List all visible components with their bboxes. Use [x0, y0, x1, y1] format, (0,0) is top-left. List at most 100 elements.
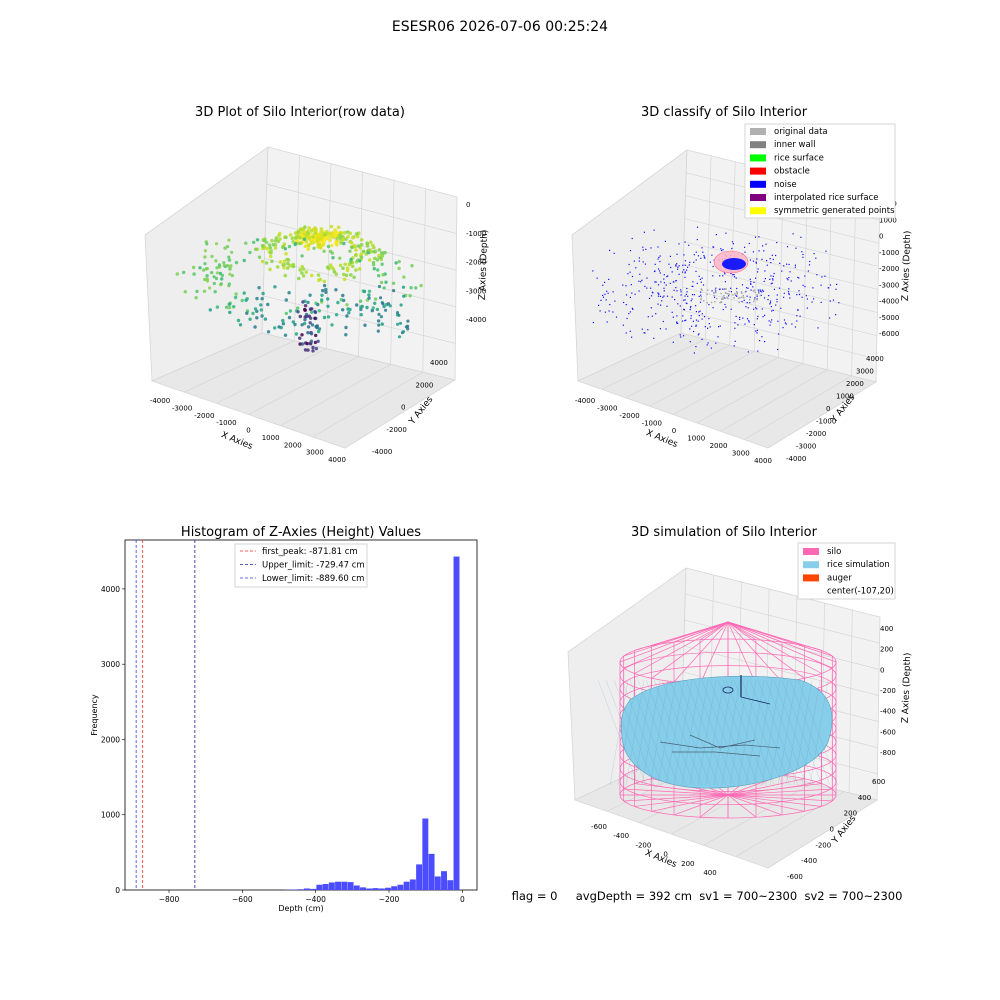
scatter-point: [316, 339, 320, 343]
scatter-point: [320, 293, 324, 297]
noise-point: [708, 304, 710, 306]
silo-floor-line: [623, 788, 729, 796]
scatter-point: [343, 230, 347, 235]
noise-point: [695, 324, 697, 326]
noise-point: [692, 285, 694, 287]
scatter-point: [203, 277, 207, 282]
panel4-z-label: Z Axies (Depth): [901, 653, 913, 724]
scatter-point: [334, 288, 338, 292]
noise-point: [659, 260, 661, 263]
scatter-point: [287, 291, 291, 295]
noise-point: [717, 336, 719, 338]
noise-point: [684, 276, 686, 278]
noise-point: [655, 281, 657, 283]
scatter-point: [322, 315, 327, 320]
scatter-point: [233, 295, 238, 300]
noise-point: [628, 263, 630, 266]
noise-point: [749, 302, 751, 304]
mesh-line: [649, 679, 669, 786]
noise-point: [625, 304, 627, 306]
noise-point: [797, 276, 799, 278]
noise-point: [766, 260, 768, 262]
panel1-z-tick-label: 0: [466, 201, 470, 209]
scatter-point: [379, 280, 384, 285]
noise-point: [669, 282, 671, 284]
scatter-point: [214, 259, 218, 263]
noise-point: [745, 306, 747, 308]
scatter-point: [251, 311, 255, 316]
noise-point: [713, 246, 715, 248]
scatter-point: [215, 305, 220, 309]
scatter-point: [309, 229, 314, 233]
scatter-point: [217, 263, 221, 267]
histogram-bar: [428, 853, 435, 890]
noise-point: [683, 335, 685, 337]
noise-point: [776, 294, 778, 296]
noise-point: [665, 328, 667, 330]
histogram-bar: [409, 879, 416, 890]
scatter-point: [324, 287, 328, 292]
scatter-point: [358, 259, 362, 263]
noise-point: [743, 299, 745, 301]
scatter-point: [255, 238, 260, 242]
noise-point: [657, 284, 660, 286]
panel2-y-tick-label: 3000: [856, 368, 874, 376]
noise-point: [697, 334, 699, 336]
original-point: [740, 291, 743, 293]
scatter-point: [359, 238, 364, 242]
noise-point: [754, 236, 757, 238]
noise-point: [783, 319, 786, 321]
scatter-point: [395, 311, 400, 315]
noise-point: [697, 255, 700, 257]
legend-label: silo: [827, 547, 841, 557]
scatter-point: [359, 252, 363, 257]
legend-label: interpolated rice surface: [774, 193, 879, 203]
noise-point: [756, 295, 758, 297]
scatter-point: [253, 325, 257, 329]
noise-point: [615, 316, 618, 318]
scatter-point: [392, 289, 396, 293]
gridline: [312, 371, 423, 438]
noise-point: [735, 294, 737, 296]
histogram-bar: [416, 864, 423, 890]
legend-label: noise: [774, 180, 797, 190]
scatter-point: [397, 335, 402, 339]
panel4-y-tick-label: -400: [801, 857, 817, 865]
scatter-point: [278, 260, 283, 264]
gridline: [848, 609, 853, 793]
scatter-point: [342, 241, 346, 246]
scatter-point: [313, 316, 317, 320]
noise-point: [679, 334, 681, 336]
scatter-point: [371, 306, 375, 310]
noise-point: [775, 304, 777, 306]
noise-point: [709, 326, 711, 328]
scatter-point: [319, 227, 324, 231]
scatter-point: [361, 249, 366, 253]
scatter-point: [322, 279, 327, 284]
panel2-rice-surface-core: [722, 258, 746, 270]
noise-point: [733, 345, 735, 347]
noise-point: [612, 291, 614, 293]
scatter-point: [306, 247, 311, 251]
histogram-bar: [391, 886, 398, 890]
noise-point: [702, 284, 705, 286]
scatter-point: [313, 226, 317, 230]
scatter-point: [375, 258, 380, 262]
silo-floor-line: [727, 794, 833, 802]
noise-point: [696, 282, 698, 284]
scatter-point: [297, 276, 301, 281]
noise-point: [663, 295, 665, 297]
noise-point: [698, 315, 700, 317]
noise-point: [758, 236, 760, 238]
noise-point: [815, 257, 817, 259]
scatter-point: [303, 348, 308, 352]
noise-point: [648, 297, 651, 299]
histogram-legend-label: Lower_limit: -889.60 cm: [262, 574, 364, 584]
panel4-center-marker: [722, 686, 734, 694]
scatter-point: [273, 239, 278, 243]
noise-point: [802, 256, 804, 258]
noise-point: [722, 288, 724, 290]
histogram-bar: [310, 888, 317, 890]
histogram-y-tick-label: 0: [115, 886, 120, 895]
noise-point: [671, 271, 673, 273]
